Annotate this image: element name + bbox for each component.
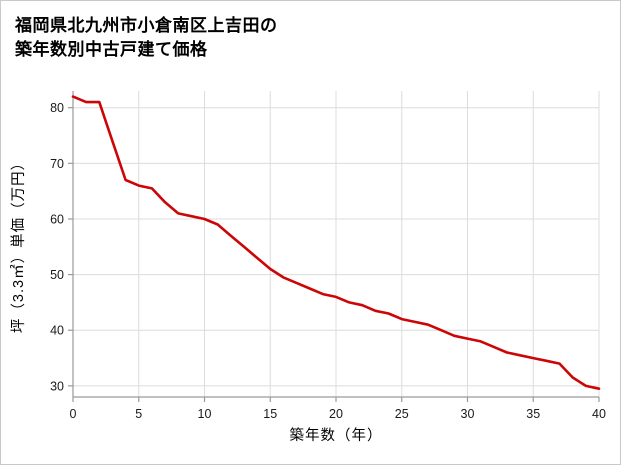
chart-title-line2: 築年数別中古戸建て価格 xyxy=(15,40,208,60)
y-tick-label: 80 xyxy=(50,101,64,115)
x-tick-label: 25 xyxy=(395,407,409,421)
y-axis-label: 坪（3.3㎡）単価（万円） xyxy=(10,155,27,333)
x-tick-label: 10 xyxy=(198,407,212,421)
chart-title-line1: 福岡県北九州市小倉南区上吉田の xyxy=(15,16,278,35)
price-series-line xyxy=(71,95,601,391)
x-tick-label: 15 xyxy=(263,407,277,421)
x-tick-label: 35 xyxy=(526,407,540,421)
chart-title: 福岡県北九州市小倉南区上吉田の 築年数別中古戸建て価格 xyxy=(1,1,620,62)
x-tick-label: 20 xyxy=(329,407,343,421)
price-line-chart: 0 5 10 15 20 25 30 35 40 30 40 50 60 70 80 築年数（年） 坪（3.3㎡… xyxy=(1,84,620,464)
y-tick-label: 50 xyxy=(50,268,64,282)
x-tick-label: 30 xyxy=(461,407,475,421)
y-tick-label: 30 xyxy=(50,379,64,393)
x-axis-label: 築年数（年） xyxy=(290,426,383,444)
y-tick-label: 60 xyxy=(50,212,64,226)
x-tick-label: 0 xyxy=(70,407,77,421)
x-tick-label: 5 xyxy=(135,407,142,421)
y-tick-label: 40 xyxy=(50,324,64,338)
plot-background xyxy=(1,84,620,464)
x-tick-label: 40 xyxy=(592,407,606,421)
y-tick-label: 70 xyxy=(50,157,64,171)
